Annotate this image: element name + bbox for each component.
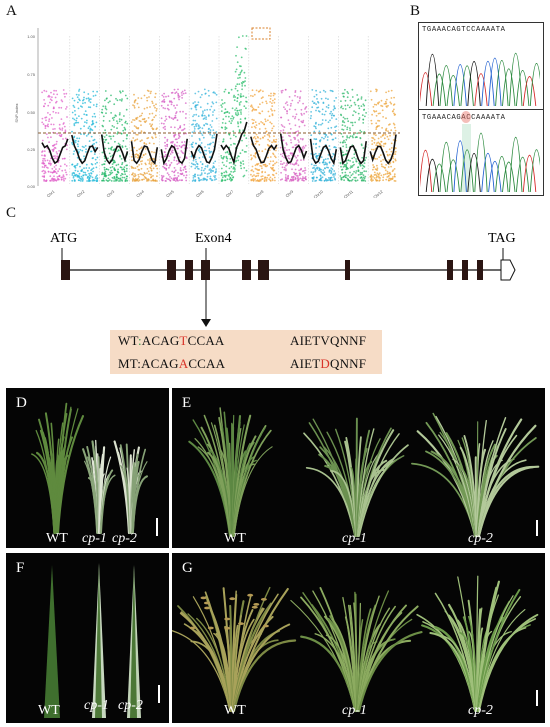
chromosome-label: Chr5 — [165, 188, 175, 198]
wt-sequence: TGAAACAGTCCAAAATA — [422, 26, 506, 34]
sequence-comparison-box — [110, 330, 382, 374]
mutation-column — [462, 124, 471, 192]
mt-sequence: TGAAACAGACCAAAATA — [422, 114, 506, 122]
label-f-cp1: cp-1 — [84, 698, 109, 713]
chromosome-label: Chr3 — [105, 188, 115, 198]
scale-bar-g — [536, 690, 538, 706]
y-tick-3: 0.50 — [27, 110, 36, 115]
wt-protein-row: AIETVQNNF — [290, 333, 366, 349]
chromosome-label: Chr8 — [255, 188, 265, 198]
mt-protein-row: AIETDQNNF — [290, 356, 366, 372]
wt-dna-mut: T — [179, 333, 188, 348]
label-e-wt: WT — [224, 531, 246, 546]
label-d-cp2: cp-2 — [112, 531, 137, 546]
panel-label-a: A — [6, 3, 17, 19]
scale-bar-f — [158, 685, 160, 703]
scale-bar-d — [156, 518, 158, 536]
label-f-cp2: cp-2 — [118, 698, 143, 713]
wt-prot-pre: AIET — [290, 333, 321, 348]
photo-panel-f: WT cp-1 cp-2 — [6, 553, 169, 723]
peak-highlight-box — [251, 27, 271, 40]
atg-label: ATG — [50, 231, 78, 246]
exon4-label: Exon4 — [195, 231, 232, 246]
y-tick-5: 0.00 — [27, 184, 36, 189]
mt-row-sep: : — [137, 356, 142, 371]
chromosome-label: Chr7 — [225, 188, 235, 198]
panel-label-b: B — [410, 3, 421, 19]
label-g-cp1: cp-1 — [342, 703, 367, 718]
plants-d-drawing — [31, 402, 148, 535]
photo-panel-e: WT cp-1 cp-2 — [172, 388, 545, 548]
chromosome-label: Chr6 — [195, 188, 205, 198]
panel-label-e: E — [182, 395, 192, 411]
plants-e-drawing — [188, 407, 540, 538]
label-f-wt: WT — [38, 703, 60, 718]
wt-dna-pre: ACAG — [141, 333, 180, 348]
panel-label-f: F — [16, 560, 25, 576]
y-axis-label: SNP-index — [14, 103, 19, 122]
chromosome-labels: Chr1 Chr2 Chr3 Chr4 Chr5 Chr6 Chr7 Chr8 Chr9 Chr1… — [46, 188, 385, 198]
mt-dna-pre: ACAG — [141, 356, 179, 371]
mt-row-label: MT — [118, 356, 138, 371]
chromosome-label: Chr10 — [312, 188, 324, 198]
label-g-cp2: cp-2 — [468, 703, 493, 718]
mutation-highlight — [461, 111, 471, 123]
leaves-f-drawing — [44, 563, 141, 718]
mt-sequence-row: MT:ACAGACCAA — [118, 356, 225, 372]
wt-chromatogram — [420, 53, 540, 107]
chromosome-label: Chr1 — [46, 188, 56, 198]
wt-row-sep: : — [137, 333, 142, 348]
y-tick-4: 0.25 — [27, 147, 36, 152]
mt-chromatogram — [420, 132, 540, 193]
label-e-cp2: cp-2 — [468, 531, 493, 546]
plants-g-drawing — [172, 575, 539, 713]
leaf-wt — [44, 565, 60, 718]
label-g-wt: WT — [224, 703, 246, 718]
wt-sequence-row: WT:ACAGTCCAA — [118, 333, 225, 349]
label-d-wt: WT — [46, 531, 68, 546]
chromosome-label: Chr2 — [76, 188, 86, 198]
chromosome-separators — [69, 36, 369, 184]
panel-label-c: C — [6, 205, 17, 221]
leaf-cp1-stripe — [95, 563, 102, 718]
wt-prot-post: QNNF — [330, 333, 367, 348]
mt-prot-mut: D — [320, 356, 330, 371]
label-d-cp1: cp-1 — [82, 531, 107, 546]
chromosome-label: Chr12 — [372, 188, 384, 198]
snp-index-curve — [41, 121, 397, 166]
chromosome-label: Chr9 — [284, 188, 294, 198]
photo-panel-d: WT cp-1 cp-2 — [6, 388, 169, 548]
wt-row-label: WT — [118, 333, 138, 348]
y-tick-2: 0.75 — [27, 72, 36, 77]
mt-dna-post: CCAA — [188, 356, 226, 371]
mt-seq-pre: TGAAACAGA — [422, 114, 467, 122]
leaf-cp2-stripe — [130, 565, 137, 718]
photo-panel-g: WT cp-1 cp-2 — [172, 553, 545, 723]
wt-prot-mut: V — [320, 333, 330, 348]
panel-label-g: G — [182, 560, 193, 576]
label-e-cp1: cp-1 — [342, 531, 367, 546]
y-tick-1: 1.00 — [27, 34, 36, 39]
gene-structure — [61, 248, 516, 327]
mt-prot-pre: AIET — [290, 356, 321, 371]
wt-dna-post: CCAA — [187, 333, 225, 348]
chromatogram-divider — [418, 109, 544, 110]
scale-bar-e — [536, 520, 538, 536]
mt-seq-post: CCAAAATA — [466, 114, 506, 122]
mt-dna-mut: A — [178, 356, 189, 371]
mt-prot-post: QNNF — [330, 356, 367, 371]
panel-label-d: D — [16, 395, 27, 411]
chromosome-label: Chr11 — [343, 188, 355, 198]
snp-index-plot: SNP-index 1.00 0.75 0.50 0.25 0.00 Chr1 C… — [14, 27, 400, 198]
chromosome-label: Chr4 — [135, 188, 145, 198]
tag-label: TAG — [488, 231, 516, 246]
